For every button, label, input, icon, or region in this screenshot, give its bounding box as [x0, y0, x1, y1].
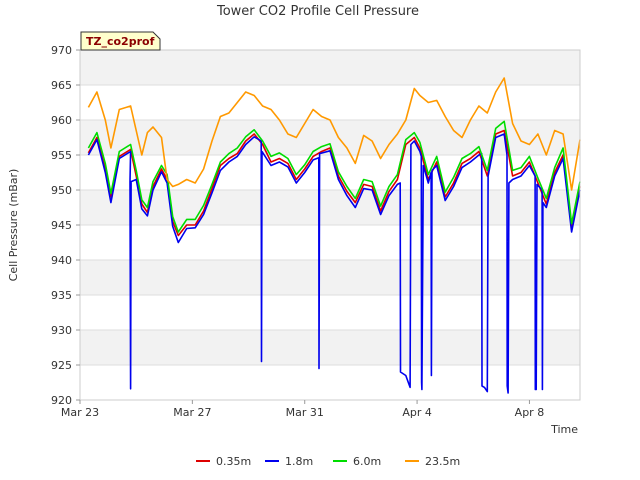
grid-band — [80, 260, 580, 295]
y-axis: 920 925 930 935 940 945 950 955 960 965 970 — [51, 44, 80, 407]
y-tick-label: 920 — [51, 394, 72, 407]
series-line-23.5m — [87, 77, 581, 191]
y-tick-label: 930 — [51, 324, 72, 337]
y-tick-label: 925 — [51, 359, 72, 372]
x-tick-label: Mar 23 — [61, 406, 99, 419]
grid-band — [80, 330, 580, 365]
y-tick-label: 970 — [51, 44, 72, 57]
y-axis-title: Cell Pressure (mBar) — [7, 169, 20, 282]
legend-label-1.8m: 1.8m — [285, 455, 313, 468]
badge-shape — [80, 31, 161, 51]
y-tick-label: 945 — [51, 219, 72, 232]
x-axis-title: Time — [550, 423, 578, 436]
legend: 0.35m 1.8m 6.0m 23.5m — [196, 455, 460, 468]
y-tick-label: 955 — [51, 149, 72, 162]
y-tick-label: 940 — [51, 254, 72, 267]
grid-band — [80, 190, 580, 225]
series-line-6.0m — [87, 120, 581, 233]
x-tick-label: Apr 4 — [402, 406, 432, 419]
legend-label-23.5m: 23.5m — [425, 455, 460, 468]
y-tick-label: 960 — [51, 114, 72, 127]
x-tick-label: Mar 31 — [286, 406, 324, 419]
badge-label: TZ_co2prof — [86, 35, 155, 48]
series-layer — [87, 77, 581, 394]
x-tick-label: Mar 27 — [173, 406, 211, 419]
y-tick-label: 950 — [51, 184, 72, 197]
x-axis: Mar 23 Mar 27 Mar 31 Apr 4 Apr 8 — [61, 400, 544, 419]
y-tick-label: 935 — [51, 289, 72, 302]
x-tick-label: Apr 8 — [515, 406, 545, 419]
series-badge: TZ_co2prof — [80, 31, 161, 51]
legend-label-6.0m: 6.0m — [353, 455, 381, 468]
y-tick-label: 965 — [51, 79, 72, 92]
chart-title: Tower CO2 Profile Cell Pressure — [216, 4, 419, 19]
series-line-1.8m — [87, 133, 581, 394]
legend-label-0.35m: 0.35m — [216, 455, 251, 468]
grid-band — [80, 50, 580, 85]
